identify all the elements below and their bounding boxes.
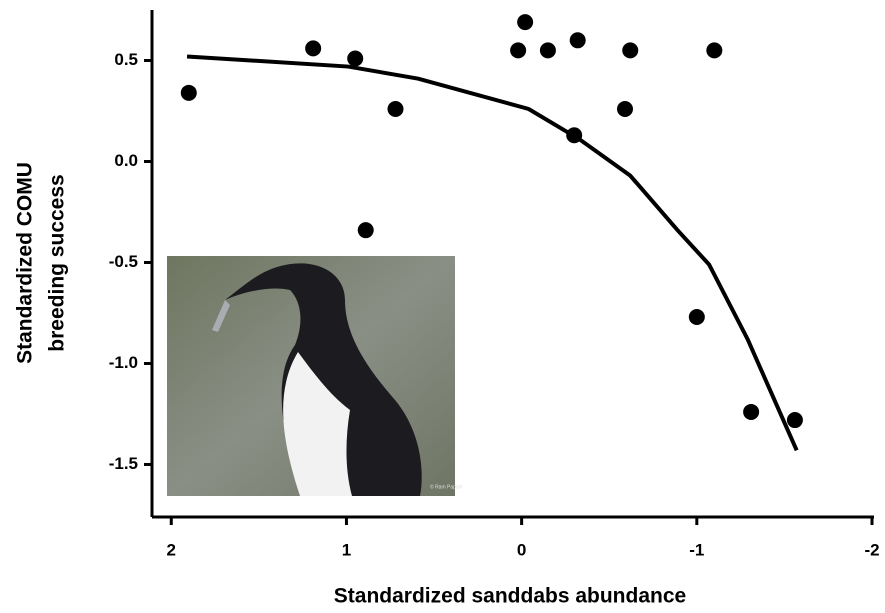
point (517, 14, 534, 31)
point (616, 100, 633, 117)
point (510, 42, 527, 59)
point (743, 403, 760, 420)
x-tick-label: -1 (689, 540, 704, 559)
y-tick-label: -1.0 (109, 353, 138, 372)
y-axis-label: Standardized COMU (14, 162, 37, 364)
image-credit: © Ram Papish (430, 483, 463, 490)
point (347, 50, 364, 67)
x-tick-label: 2 (167, 540, 176, 559)
point (622, 42, 639, 59)
y-axis-label: breeding success (46, 174, 69, 351)
y-tick-label: -0.5 (109, 252, 138, 271)
point (786, 412, 803, 429)
point (305, 40, 322, 57)
x-tick-label: 1 (342, 540, 351, 559)
point (357, 222, 374, 239)
point (569, 32, 586, 49)
point (688, 309, 705, 326)
fit-line (186, 54, 799, 452)
y-tick-label: -1.5 (109, 454, 138, 473)
point (387, 100, 404, 117)
x-tick-label: 0 (517, 540, 526, 559)
inset-photo: © Ram Papish (167, 256, 463, 496)
point (706, 42, 723, 59)
y-tick-label: 0.0 (114, 151, 138, 170)
x-axis-label: Standardized sanddabs abundance (334, 585, 686, 608)
x-tick-label: -2 (864, 540, 879, 559)
point (180, 84, 197, 101)
point (539, 42, 556, 59)
y-tick-label: 0.5 (114, 50, 138, 69)
